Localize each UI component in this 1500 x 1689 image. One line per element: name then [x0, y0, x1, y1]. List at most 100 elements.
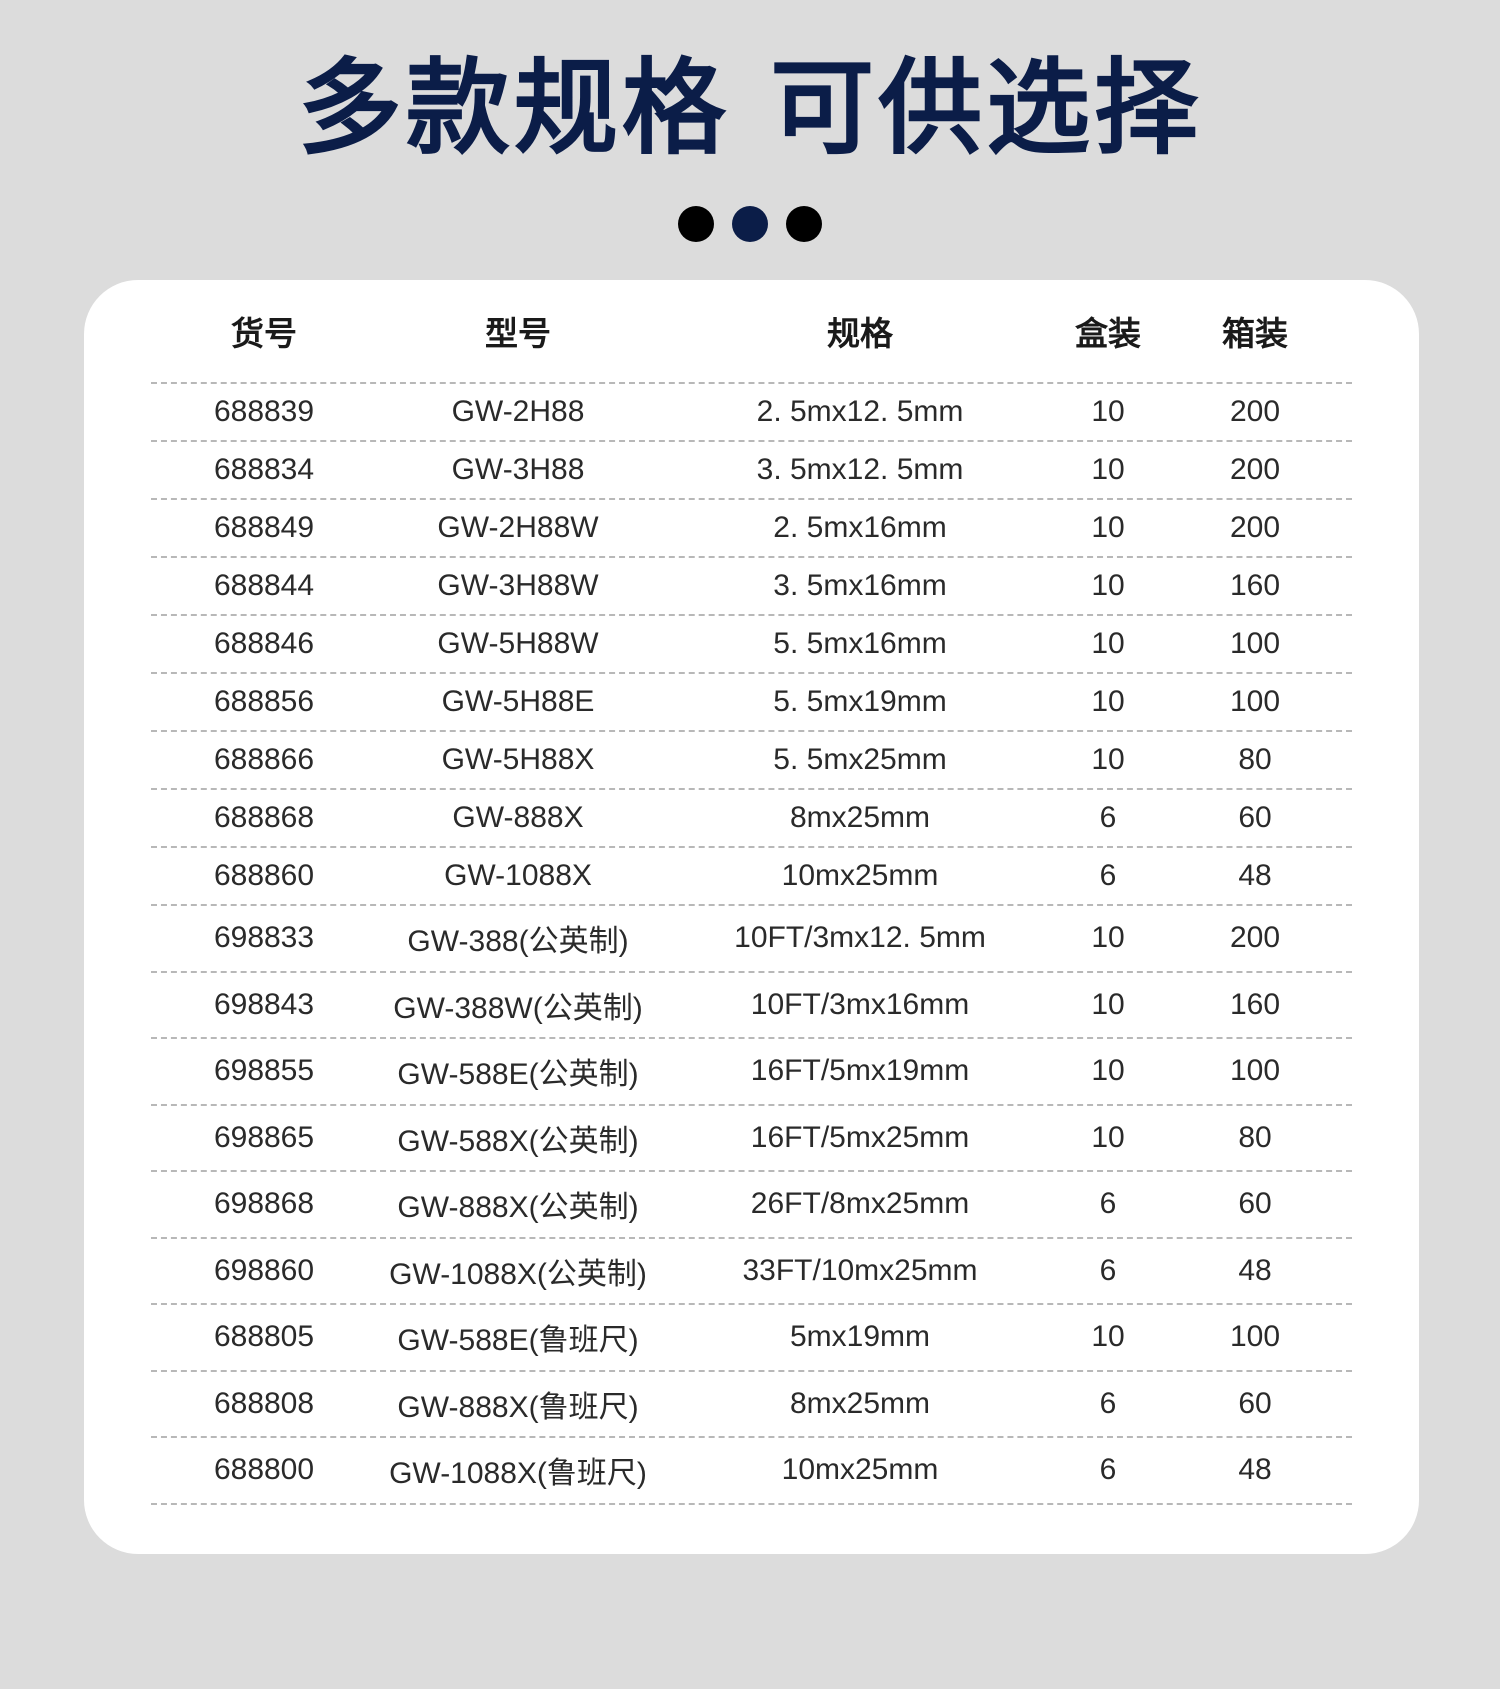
- cell-carton-qty: 200: [1229, 395, 1281, 428]
- cell-item-no: 698860: [213, 1253, 315, 1287]
- cell-carton-qty: 100: [1229, 1320, 1281, 1354]
- cell-spec: 5. 5mx16mm: [773, 627, 947, 660]
- cell-model: GW-3H88: [451, 453, 585, 486]
- cell-spec: 3. 5mx12. 5mm: [756, 453, 964, 486]
- header-spec: 规格: [827, 315, 893, 352]
- cell-model: GW-888X: [452, 801, 584, 834]
- table-row: 688860 GW-1088X 10mx25mm 6 48: [151, 848, 1352, 906]
- cell-model: GW-588E(公英制): [397, 1058, 639, 1092]
- cell-box-qty: 6: [1099, 1187, 1117, 1221]
- cell-spec: 33FT/10mx25mm: [742, 1253, 978, 1287]
- dot-icon: [732, 206, 768, 242]
- header-item-no: 货号: [231, 315, 297, 352]
- cell-item-no: 698843: [213, 987, 315, 1021]
- cell-item-no: 688860: [213, 859, 315, 892]
- cell-model: GW-1088X: [444, 859, 592, 892]
- table-header: 货号 型号 规格 盒装 箱装: [151, 280, 1352, 384]
- header-carton-qty: 箱装: [1222, 315, 1288, 352]
- cell-item-no: 688800: [213, 1453, 315, 1487]
- cell-model: GW-1088X(鲁班尺): [389, 1457, 647, 1491]
- decorative-dots: [0, 206, 1500, 242]
- cell-box-qty: 6: [1099, 859, 1117, 892]
- cell-spec: 26FT/8mx25mm: [750, 1187, 970, 1221]
- cell-item-no: 698855: [213, 1054, 315, 1088]
- cell-spec: 5. 5mx25mm: [773, 743, 947, 776]
- cell-item-no: 688856: [213, 685, 315, 718]
- cell-item-no: 688834: [213, 453, 315, 486]
- cell-item-no: 688839: [213, 395, 315, 428]
- cell-box-qty: 10: [1091, 921, 1125, 955]
- table-row: 688844 GW-3H88W 3. 5mx16mm 10 160: [151, 558, 1352, 616]
- cell-carton-qty: 100: [1229, 1054, 1281, 1088]
- dot-icon: [786, 206, 822, 242]
- cell-model: GW-2H88W: [437, 511, 599, 544]
- spec-table: 货号 型号 规格 盒装 箱装 688839 GW-2H88 2. 5mx12. 5m…: [151, 280, 1352, 1505]
- cell-spec: 10FT/3mx16mm: [750, 987, 970, 1021]
- cell-box-qty: 10: [1091, 685, 1125, 718]
- cell-box-qty: 10: [1091, 395, 1125, 428]
- table-row: 688846 GW-5H88W 5. 5mx16mm 10 100: [151, 616, 1352, 674]
- cell-box-qty: 10: [1091, 511, 1125, 544]
- cell-carton-qty: 160: [1229, 987, 1281, 1021]
- cell-item-no: 698868: [213, 1187, 315, 1221]
- cell-item-no: 688805: [213, 1320, 315, 1354]
- cell-model: GW-5H88X: [441, 743, 595, 776]
- cell-model: GW-3H88W: [437, 569, 599, 602]
- table-row: 688866 GW-5H88X 5. 5mx25mm 10 80: [151, 732, 1352, 790]
- table-row: 688805 GW-588E(鲁班尺) 5mx19mm 10 100: [151, 1305, 1352, 1372]
- cell-item-no: 698833: [213, 921, 315, 955]
- cell-box-qty: 10: [1091, 569, 1125, 602]
- cell-spec: 2. 5mx16mm: [773, 511, 947, 544]
- cell-model: GW-388W(公英制): [393, 991, 643, 1025]
- header-box-qty: 盒装: [1075, 315, 1141, 352]
- cell-box-qty: 6: [1099, 1253, 1117, 1287]
- cell-spec: 8mx25mm: [789, 1386, 931, 1420]
- cell-model: GW-888X(鲁班尺): [397, 1390, 639, 1424]
- table-row: 688849 GW-2H88W 2. 5mx16mm 10 200: [151, 500, 1352, 558]
- cell-carton-qty: 100: [1229, 627, 1281, 660]
- cell-item-no: 698865: [213, 1120, 315, 1154]
- cell-model: GW-5H88E: [441, 685, 595, 718]
- cell-carton-qty: 80: [1238, 1120, 1272, 1154]
- table-row: 688868 GW-888X 8mx25mm 6 60: [151, 790, 1352, 848]
- cell-carton-qty: 100: [1229, 685, 1281, 718]
- cell-spec: 8mx25mm: [789, 801, 931, 834]
- cell-item-no: 688844: [213, 569, 315, 602]
- cell-spec: 3. 5mx16mm: [773, 569, 947, 602]
- cell-model: GW-588X(公英制): [397, 1124, 639, 1158]
- cell-box-qty: 6: [1099, 1386, 1117, 1420]
- cell-spec: 10FT/3mx12. 5mm: [734, 921, 986, 955]
- cell-box-qty: 10: [1091, 1320, 1125, 1354]
- dot-icon: [678, 206, 714, 242]
- cell-model: GW-588E(鲁班尺): [397, 1324, 639, 1358]
- table-row: 688800 GW-1088X(鲁班尺) 10mx25mm 6 48: [151, 1438, 1352, 1505]
- cell-box-qty: 10: [1091, 1120, 1125, 1154]
- table-row: 688808 GW-888X(鲁班尺) 8mx25mm 6 60: [151, 1372, 1352, 1438]
- table-row: 698843 GW-388W(公英制) 10FT/3mx16mm 10 160: [151, 973, 1352, 1039]
- cell-carton-qty: 48: [1238, 1253, 1272, 1287]
- cell-model: GW-2H88: [451, 395, 585, 428]
- cell-spec: 5mx19mm: [789, 1320, 931, 1354]
- cell-item-no: 688808: [213, 1386, 315, 1420]
- cell-carton-qty: 48: [1238, 1453, 1272, 1487]
- cell-item-no: 688846: [213, 627, 315, 660]
- cell-carton-qty: 60: [1238, 1187, 1272, 1221]
- cell-model: GW-5H88W: [437, 627, 599, 660]
- table-row: 688856 GW-5H88E 5. 5mx19mm 10 100: [151, 674, 1352, 732]
- cell-item-no: 688868: [213, 801, 315, 834]
- header-model: 型号: [485, 315, 551, 352]
- table-row: 698855 GW-588E(公英制) 16FT/5mx19mm 10 100: [151, 1039, 1352, 1106]
- cell-spec: 10mx25mm: [781, 1453, 939, 1487]
- table-row: 688834 GW-3H88 3. 5mx12. 5mm 10 200: [151, 442, 1352, 500]
- page-title: 多款规格 可供选择: [297, 47, 1203, 169]
- cell-model: GW-1088X(公英制): [389, 1257, 647, 1291]
- table-row: 698865 GW-588X(公英制) 16FT/5mx25mm 10 80: [151, 1106, 1352, 1172]
- cell-carton-qty: 200: [1229, 921, 1281, 955]
- cell-carton-qty: 48: [1238, 859, 1272, 892]
- cell-spec: 16FT/5mx25mm: [750, 1120, 970, 1154]
- cell-carton-qty: 60: [1238, 801, 1272, 834]
- cell-item-no: 688866: [213, 743, 315, 776]
- cell-spec: 16FT/5mx19mm: [750, 1054, 970, 1088]
- spec-card: 货号 型号 规格 盒装 箱装 688839 GW-2H88 2. 5mx12. 5m…: [84, 280, 1419, 1554]
- cell-box-qty: 10: [1091, 743, 1125, 776]
